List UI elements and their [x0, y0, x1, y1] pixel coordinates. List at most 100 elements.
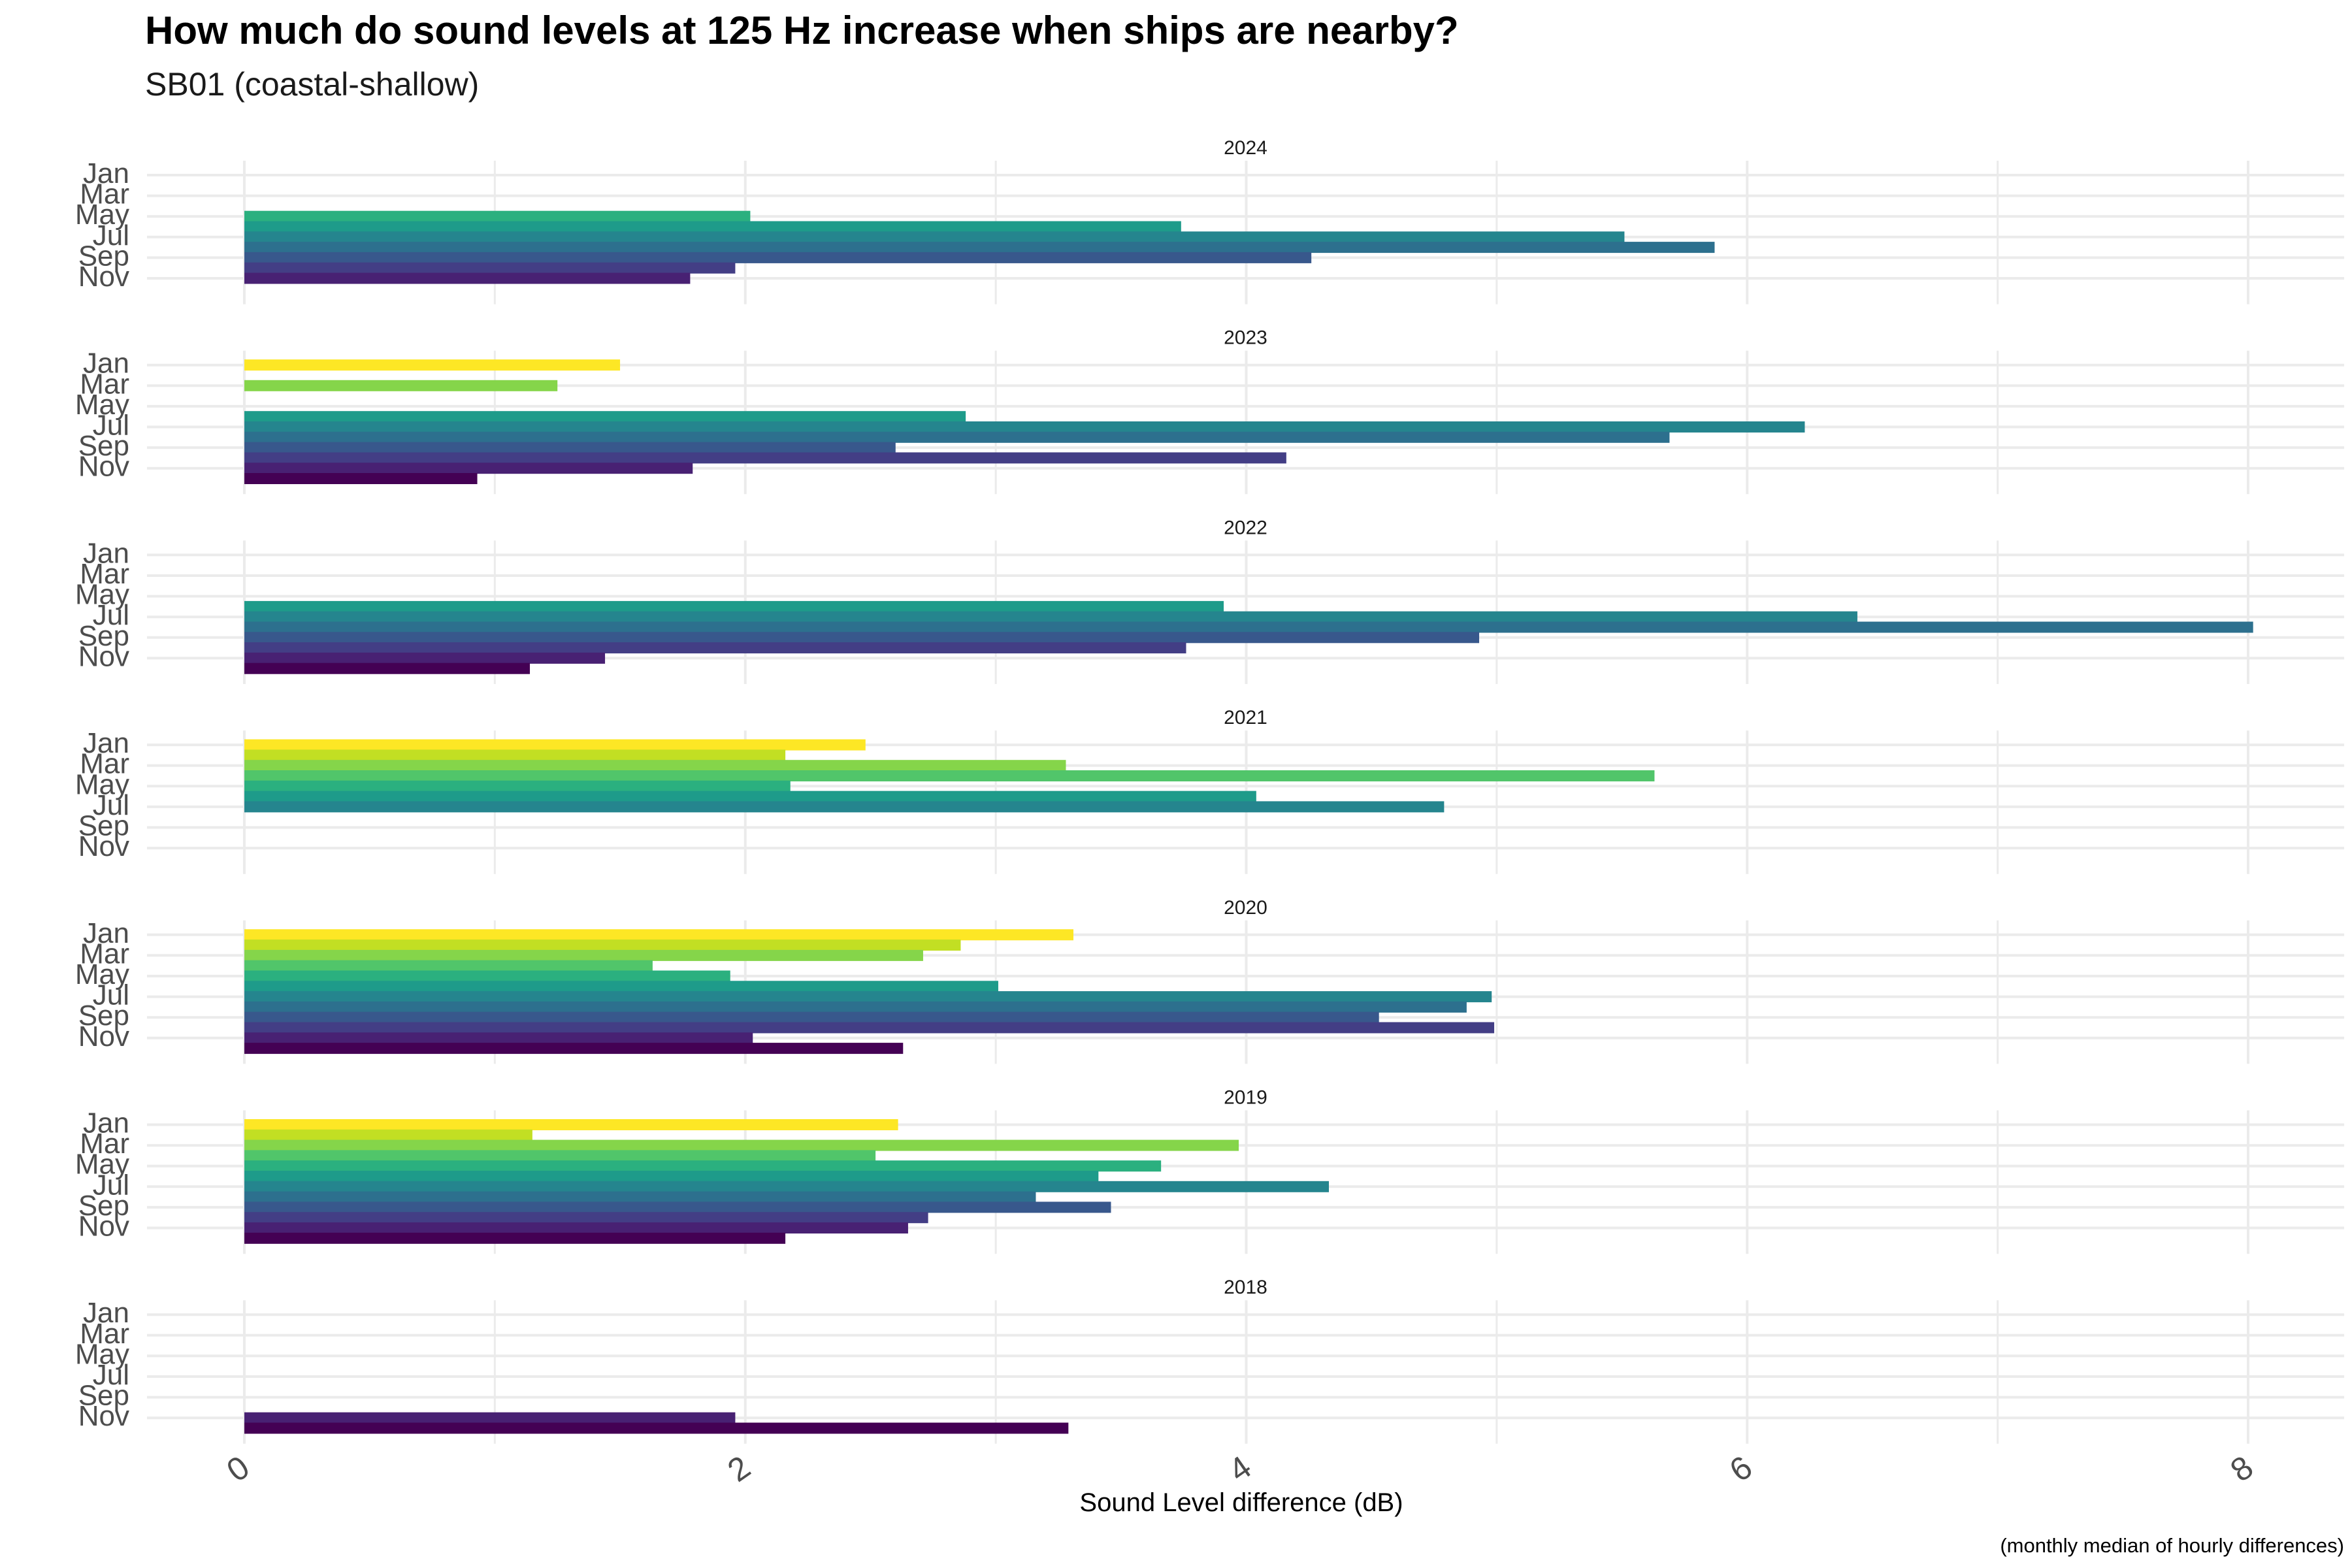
bar-2020-Aug — [244, 1001, 1467, 1013]
panel-strip-label: 2020 — [1224, 897, 1267, 919]
y-tick-label: Sep — [78, 430, 129, 462]
bar-2020-Jul — [244, 991, 1492, 1003]
bar-2024-Oct — [244, 262, 736, 274]
bar-2021-Jan — [244, 739, 866, 751]
y-tick-label: Jul — [93, 220, 129, 252]
bar-2019-Apr — [244, 1150, 876, 1162]
y-tick-label: Sep — [78, 810, 129, 842]
bar-2022-Oct — [244, 642, 1186, 654]
bar-2022-Aug — [244, 621, 2253, 633]
bar-2019-Aug — [244, 1191, 1036, 1203]
bar-2019-Sep — [244, 1201, 1111, 1213]
bar-2023-Oct — [244, 452, 1286, 464]
bar-2020-Apr — [244, 960, 653, 972]
bar-2021-May — [244, 780, 791, 792]
y-tick-label: May — [75, 768, 129, 800]
x-tick-label: 8 — [2224, 1448, 2260, 1489]
bar-2020-Nov — [244, 1032, 753, 1044]
bar-2022-Sep — [244, 632, 1480, 644]
y-tick-label: May — [75, 1338, 129, 1370]
y-tick-label: May — [75, 199, 129, 231]
bar-2024-Jun — [244, 221, 1181, 233]
bar-2023-Jan — [244, 359, 621, 371]
bar-2022-Dec — [244, 662, 531, 674]
y-tick-label: Nov — [78, 640, 129, 672]
panel-strip-label: 2024 — [1224, 137, 1267, 159]
bar-2020-Jan — [244, 929, 1073, 941]
bar-2020-Oct — [244, 1022, 1495, 1034]
x-tick-label: 0 — [220, 1448, 256, 1489]
bar-2019-Jan — [244, 1119, 898, 1130]
bar-2024-Jul — [244, 231, 1625, 243]
y-tick-label: Nov — [78, 451, 129, 483]
y-tick-label: Nov — [78, 1211, 129, 1243]
bar-2020-Feb — [244, 939, 961, 951]
y-tick-label: May — [75, 389, 129, 421]
panel-strip-label: 2021 — [1224, 707, 1267, 728]
y-tick-label: Jul — [93, 599, 129, 631]
y-tick-label: May — [75, 579, 129, 611]
y-tick-label: Nov — [78, 830, 129, 862]
panel-strip-label: 2023 — [1224, 327, 1267, 349]
y-tick-label: Mar — [80, 1128, 129, 1160]
bar-2021-Apr — [244, 770, 1655, 781]
bar-2018-Nov — [244, 1412, 736, 1424]
panel-strip-label: 2022 — [1224, 517, 1267, 538]
bar-2023-Nov — [244, 463, 693, 474]
bar-2022-Nov — [244, 652, 606, 664]
bar-2021-Jul — [244, 801, 1445, 813]
y-tick-label: Sep — [78, 1380, 129, 1412]
x-tick-label: 6 — [1723, 1448, 1759, 1489]
y-tick-label: Jul — [93, 789, 129, 821]
bar-2019-Feb — [244, 1129, 532, 1141]
bar-2019-Jul — [244, 1181, 1330, 1192]
bar-2019-Oct — [244, 1212, 928, 1224]
bar-2020-Dec — [244, 1043, 904, 1054]
y-tick-label: Jan — [83, 537, 129, 569]
bar-2019-May — [244, 1160, 1162, 1172]
bar-2023-Sep — [244, 442, 896, 453]
bar-2021-Mar — [244, 760, 1066, 772]
y-tick-label: Nov — [78, 1021, 129, 1053]
x-axis-label: Sound Level difference (dB) — [1079, 1488, 1403, 1517]
y-tick-label: Sep — [78, 620, 129, 652]
y-tick-label: Mar — [80, 558, 129, 590]
bar-2024-Nov — [244, 272, 691, 284]
bar-2023-Jun — [244, 411, 966, 423]
bar-2019-Dec — [244, 1232, 786, 1244]
bar-2022-Jun — [244, 600, 1224, 612]
y-tick-label: Mar — [80, 368, 129, 400]
y-tick-label: Jan — [83, 1297, 129, 1329]
bar-2020-Sep — [244, 1011, 1379, 1023]
chart-subtitle: SB01 (coastal-shallow) — [145, 66, 480, 103]
y-tick-label: Mar — [80, 748, 129, 780]
y-tick-label: Mar — [80, 938, 129, 970]
bar-2021-Feb — [244, 749, 786, 761]
bar-2021-Jun — [244, 791, 1256, 802]
y-tick-label: Jan — [83, 727, 129, 759]
y-tick-label: Sep — [78, 1000, 129, 1032]
y-tick-label: Mar — [80, 1318, 129, 1350]
y-tick-label: May — [75, 1149, 129, 1181]
bar-2020-May — [244, 970, 730, 982]
y-tick-label: Jan — [83, 348, 129, 380]
bar-2019-Jun — [244, 1171, 1099, 1182]
bar-2023-Dec — [244, 473, 478, 484]
bar-2020-Mar — [244, 949, 923, 961]
bar-2022-Jul — [244, 611, 1857, 623]
y-tick-label: Sep — [78, 240, 129, 272]
y-tick-label: Jul — [93, 410, 129, 442]
y-tick-label: Jan — [83, 917, 129, 949]
y-tick-label: Nov — [78, 261, 129, 293]
y-tick-label: Sep — [78, 1190, 129, 1222]
chart-title: How much do sound levels at 125 Hz incre… — [145, 8, 1459, 52]
bar-2018-Dec — [244, 1422, 1069, 1434]
bar-2019-Nov — [244, 1222, 908, 1233]
